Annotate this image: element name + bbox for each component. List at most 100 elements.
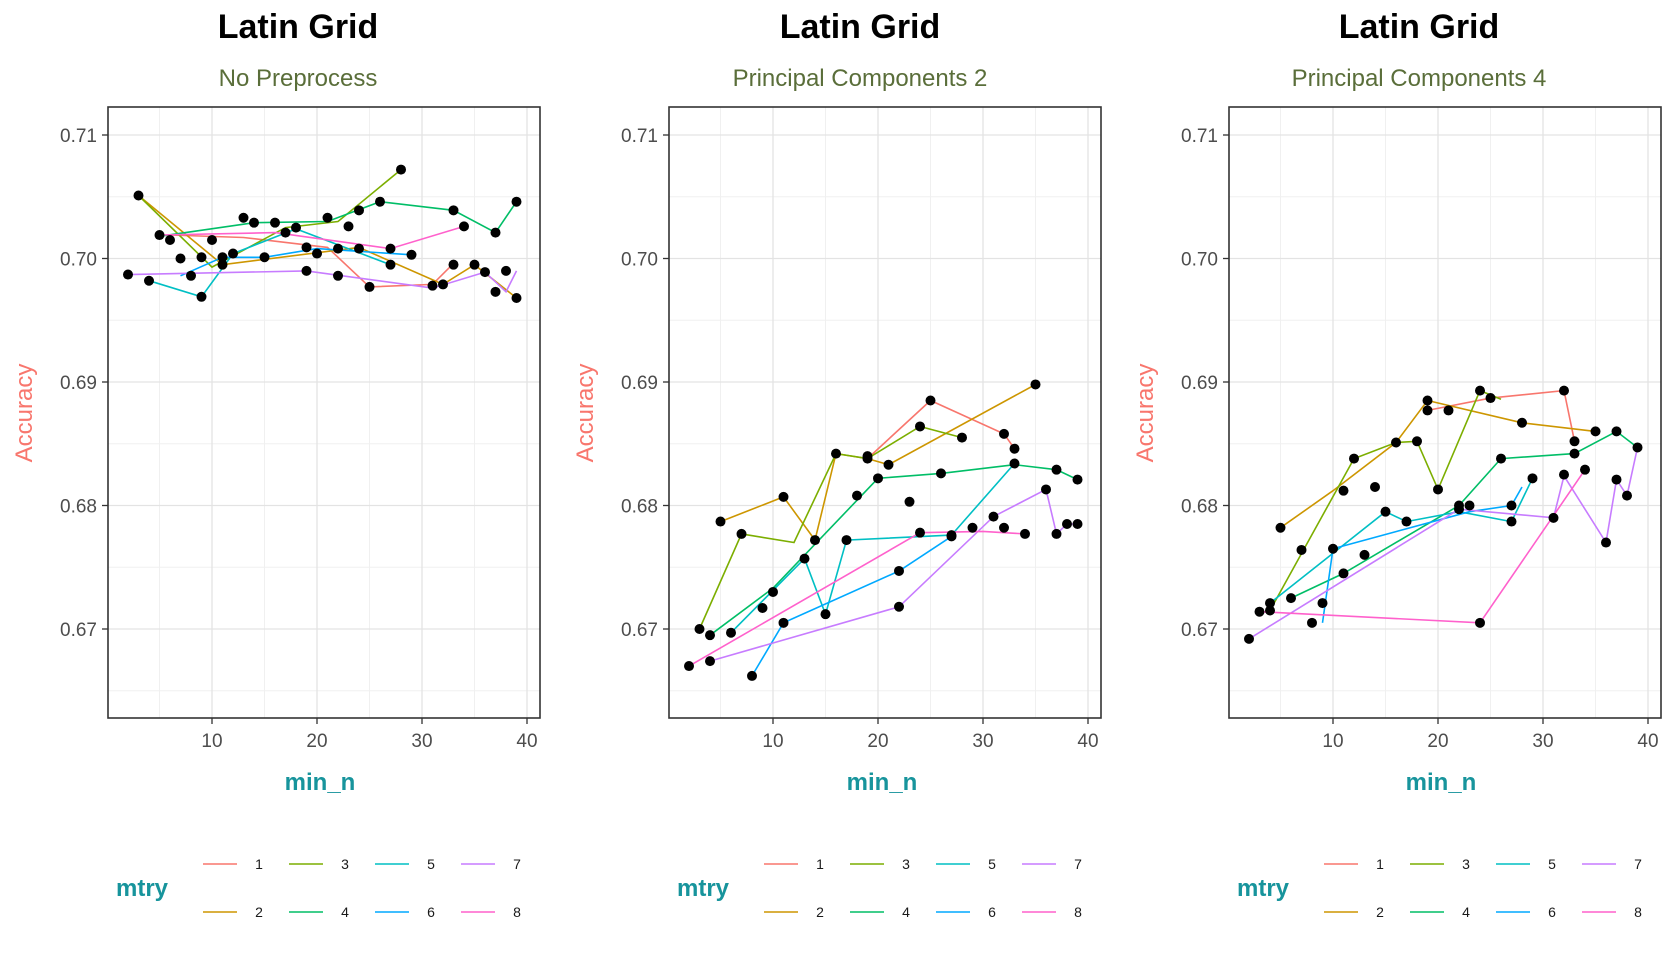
series-line-mtry-6 (752, 536, 952, 676)
data-point (1318, 598, 1328, 608)
y-tick-label: 0.68 (1181, 497, 1218, 518)
data-point (894, 566, 904, 576)
data-point (1580, 465, 1590, 475)
data-point (1496, 454, 1506, 464)
data-point (842, 535, 852, 545)
data-point (716, 517, 726, 527)
data-point (1444, 405, 1454, 415)
legend-label-mtry-6: 6 (988, 904, 996, 920)
legend-label-mtry-7: 7 (1074, 856, 1082, 872)
data-point (228, 249, 238, 259)
legend-label-mtry-1: 1 (816, 856, 824, 872)
data-point (428, 281, 438, 291)
data-point (1370, 482, 1380, 492)
data-point (1020, 529, 1030, 539)
x-tick-label: 40 (1637, 731, 1658, 752)
data-point (1475, 618, 1485, 628)
x-tick-label: 30 (1532, 731, 1553, 752)
data-point (1507, 517, 1517, 527)
panel-border (669, 107, 1101, 718)
panel-title: Latin Grid (1339, 8, 1500, 46)
legend-title: mtry (1237, 875, 1290, 902)
data-point (1062, 519, 1072, 529)
legend-label-mtry-3: 3 (1462, 856, 1470, 872)
series-line-mtry-1 (868, 401, 1015, 459)
data-point (1423, 396, 1433, 406)
legend-label-mtry-2: 2 (1376, 904, 1384, 920)
data-point (863, 451, 873, 461)
legend-label-mtry-5: 5 (427, 856, 435, 872)
data-point (705, 656, 715, 666)
data-point (1591, 426, 1601, 436)
data-point (1052, 465, 1062, 475)
data-point (1549, 513, 1559, 523)
legend-title: mtry (116, 875, 169, 902)
x-tick-label: 40 (516, 731, 537, 752)
y-tick-label: 0.68 (60, 497, 97, 518)
data-point (1475, 386, 1485, 396)
legend-title: mtry (677, 875, 730, 902)
data-point (989, 512, 999, 522)
legend-label-mtry-1: 1 (1376, 856, 1384, 872)
legend-label-mtry-8: 8 (1634, 904, 1642, 920)
y-tick-label: 0.67 (1181, 620, 1218, 641)
data-point (915, 421, 925, 431)
data-point (831, 449, 841, 459)
y-tick-label: 0.70 (621, 250, 658, 271)
legend-label-mtry-3: 3 (341, 856, 349, 872)
data-point (1339, 486, 1349, 496)
data-point (449, 260, 459, 270)
data-point (1507, 501, 1517, 511)
data-point (270, 218, 280, 228)
data-point (726, 628, 736, 638)
legend: mtry 1 2 3 4 5 6 7 8 (1237, 856, 1642, 920)
data-point (176, 254, 186, 264)
data-point (705, 630, 715, 640)
data-point (501, 266, 511, 276)
y-axis-title: Accuracy (572, 364, 599, 463)
series-line-mtry-8 (1260, 470, 1586, 623)
data-point (1612, 426, 1622, 436)
x-tick-label: 40 (1077, 731, 1098, 752)
y-tick-label: 0.71 (621, 126, 658, 147)
data-point (449, 205, 459, 215)
x-tick-label: 10 (201, 731, 222, 752)
x-tick-label: 20 (306, 731, 327, 752)
panel-3: Latin GridPrincipal Components 410 20 30 40… (1132, 8, 1661, 920)
x-tick-label: 30 (411, 731, 432, 752)
legend-label-mtry-2: 2 (816, 904, 824, 920)
data-point (281, 228, 291, 238)
y-tick-label: 0.70 (1181, 250, 1218, 271)
legend: mtry 1 2 3 4 5 6 7 8 (677, 856, 1082, 920)
data-point (1612, 475, 1622, 485)
y-tick-label: 0.68 (621, 497, 658, 518)
y-tick-label: 0.69 (60, 373, 97, 394)
data-point (365, 282, 375, 292)
data-point (684, 661, 694, 671)
data-point (758, 603, 768, 613)
data-point (768, 587, 778, 597)
y-tick-label: 0.71 (1181, 126, 1218, 147)
data-point (1339, 568, 1349, 578)
panel-1: Latin Grid No Preprocess 10 20 30 40 0.67 0.68 0… (11, 8, 540, 920)
data-point (186, 271, 196, 281)
data-point (197, 292, 207, 302)
data-point (155, 230, 165, 240)
legend-label-mtry-5: 5 (1548, 856, 1556, 872)
data-point (207, 235, 217, 245)
data-point (470, 260, 480, 270)
data-point (344, 221, 354, 231)
x-tick-label: 20 (1427, 731, 1448, 752)
series-line-mtry-7 (710, 489, 1078, 661)
data-point (302, 242, 312, 252)
data-point (1622, 491, 1632, 501)
x-tick-label: 10 (762, 731, 783, 752)
data-point (323, 213, 333, 223)
data-point (747, 671, 757, 681)
data-point (1073, 519, 1083, 529)
data-point (144, 276, 154, 286)
data-point (1402, 517, 1412, 527)
legend-label-mtry-8: 8 (513, 904, 521, 920)
panel-title: Latin Grid (218, 8, 379, 46)
